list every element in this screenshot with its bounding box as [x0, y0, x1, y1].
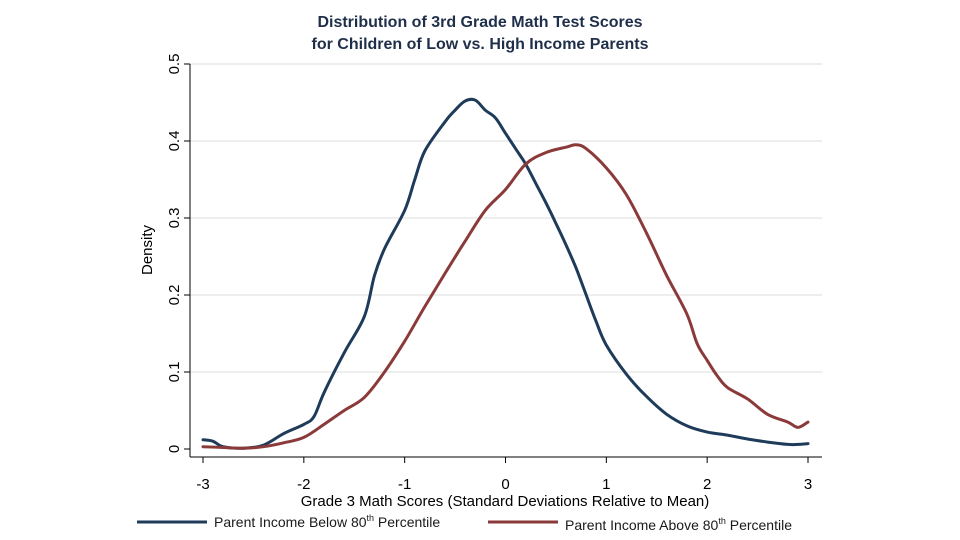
chart-title-line-1: Distribution of 3rd Grade Math Test Scor…	[317, 14, 642, 31]
y-tick-label-3: 0.3	[166, 208, 183, 229]
x-axis-label: Grade 3 Math Scores (Standard Deviations…	[301, 493, 710, 510]
legend-label-0: Parent Income Below 80th Percentile	[214, 513, 440, 530]
x-tick-label-1: -2	[297, 476, 310, 493]
x-tick-label-6: 3	[804, 476, 812, 493]
x-tick-label-5: 2	[703, 476, 711, 493]
series-line-1	[201, 143, 810, 450]
x-tick-label-0: -3	[196, 476, 209, 493]
series-line-0	[201, 97, 810, 450]
y-tick-label-0: 0	[166, 445, 183, 453]
axes	[189, 64, 822, 458]
y-axis-ticks: 0 0.1 0.2 0.3 0.4 0.5	[166, 54, 190, 453]
y-axis-label: Density	[139, 224, 156, 275]
chart-title-line-2: for Children of Low vs. High Income Pare…	[312, 36, 649, 53]
series-lines	[201, 97, 810, 450]
y-tick-label-2: 0.2	[166, 285, 183, 306]
gridlines	[190, 63, 822, 373]
x-tick-label-3: 0	[501, 476, 509, 493]
y-tick-label-5: 0.5	[166, 54, 183, 75]
x-tick-label-2: -1	[398, 476, 411, 493]
y-tick-label-4: 0.4	[166, 131, 183, 152]
x-axis-ticks: -3 -2 -1 0 1 2 3	[196, 457, 812, 493]
legend: Parent Income Below 80th Percentile Paren…	[137, 513, 792, 533]
y-tick-label-1: 0.1	[166, 362, 183, 383]
x-tick-label-4: 1	[602, 476, 610, 493]
legend-label-1: Parent Income Above 80th Percentile	[565, 516, 792, 533]
